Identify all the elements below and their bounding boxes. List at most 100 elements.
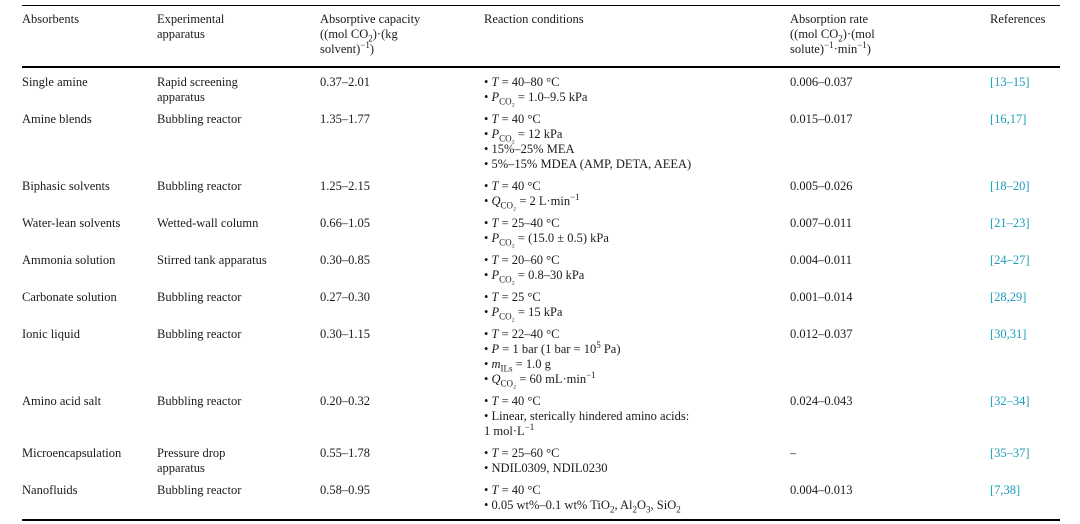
conditions-cell: T = 40–80 °CPCO₂ = 1.0–9.5 kPa [484,67,790,106]
apparatus-cell: Bubbling reactor [157,483,242,497]
col-header-experimental-apparatus: Experimental apparatus [157,5,320,68]
reference-link[interactable]: [28,29] [990,290,1027,304]
absorbent-cell: Ammonia solution [22,253,116,267]
rate-cell: 0.005–0.026 [790,179,853,193]
capacity-cell: 0.58–0.95 [320,483,370,497]
reference-link[interactable]: [30,31] [990,327,1027,341]
condition-item: T = 25–60 °C [484,446,780,461]
condition-item: NDIL0309, NDIL0230 [484,461,780,476]
absorbent-cell: Nanofluids [22,483,78,497]
reference-cell: [32–34] [990,387,1060,439]
capacity-cell: 0.55–1.78 [320,446,370,460]
reference-link[interactable]: [16,17] [990,112,1027,126]
rate-cell: 0.004–0.013 [790,483,853,497]
col-header-absorption-rate: Absorption rate ((mol CO2)·(mol solute)−… [790,5,990,68]
condition-item: PCO₂ = (15.0 ± 0.5) kPa [484,231,780,247]
table-row: Carbonate solution Bubbling reactor 0.27–0… [22,283,1060,321]
capacity-cell: 1.35–1.77 [320,112,370,126]
capacity-cell: 0.30–0.85 [320,253,370,267]
reference-link[interactable]: [24–27] [990,253,1030,267]
col-header-references: References [990,5,1060,68]
rate-cell: 0.015–0.017 [790,112,853,126]
condition-item: T = 40 °C [484,112,780,127]
condition-item: T = 22–40 °C [484,327,780,342]
conditions-cell: T = 20–60 °CPCO₂ = 0.8–30 kPa [484,246,790,284]
condition-item: Linear, sterically hindered amino acids: [484,409,780,424]
table-row: Microencapsulation Pressure drop apparatu… [22,439,1060,476]
rate-cell: 0.012–0.037 [790,327,853,341]
condition-item: T = 40 °C [484,179,780,194]
conditions-cell: T = 40 °CPCO₂ = 12 kPa15%–25% MEA5%–15% … [484,105,790,172]
apparatus-cell: Bubbling reactor [157,179,242,193]
rate-cell: 0.024–0.043 [790,394,853,408]
apparatus-cell: Pressure drop apparatus [157,446,226,475]
reference-cell: [7,38] [990,476,1060,520]
absorbent-cell: Amino acid salt [22,394,102,408]
condition-item: T = 40 °C [484,483,780,498]
reference-link[interactable]: [18–20] [990,179,1030,193]
conditions-cell: T = 40 °C0.05 wt%–0.1 wt% TiO2, Al2O3, S… [484,476,790,520]
conditions-cell: T = 25–40 °CPCO₂ = (15.0 ± 0.5) kPa [484,209,790,247]
condition-item: PCO₂ = 0.8–30 kPa [484,268,780,284]
reference-cell: [35–37] [990,439,1060,476]
absorbent-cell: Single amine [22,75,88,89]
condition-item: P = 1 bar (1 bar = 105 Pa) [484,340,780,357]
condition-item: T = 40 °C [484,394,780,409]
reference-cell: [18–20] [990,172,1060,209]
reference-cell: [21–23] [990,209,1060,246]
table-row: Ammonia solution Stirred tank apparatus 0.… [22,246,1060,284]
reference-cell: [24–27] [990,246,1060,283]
capacity-cell: 0.30–1.15 [320,327,370,341]
reference-link[interactable]: [32–34] [990,394,1030,408]
reference-link[interactable]: [7,38] [990,483,1021,497]
conditions-cell: T = 25 °CPCO₂ = 15 kPa [484,283,790,321]
table-row: Amine blends Bubbling reactor 1.35–1.77 T =… [22,105,1060,172]
capacity-cell: 0.66–1.05 [320,216,370,230]
conditions-cell: T = 40 °CLinear, sterically hindered ami… [484,387,790,439]
table-body: Single amine Rapid screening apparatus 0.3… [22,67,1060,520]
absorbent-cell: Water-lean solvents [22,216,121,230]
apparatus-cell: Rapid screening apparatus [157,75,238,104]
reference-cell: [13–15] [990,67,1060,105]
condition-item: PCO₂ = 1.0–9.5 kPa [484,90,780,106]
reference-cell: [16,17] [990,105,1060,172]
reference-cell: [28,29] [990,283,1060,320]
condition-item: T = 25 °C [484,290,780,305]
rate-cell: 0.001–0.014 [790,290,853,304]
capacity-cell: 1.25–2.15 [320,179,370,193]
conditions-cell: T = 40 °CQCO₂ = 2 L·min−1 [484,172,790,210]
reference-cell: [30,31] [990,320,1060,387]
reference-link[interactable]: [35–37] [990,446,1030,460]
rate-cell: 0.004–0.011 [790,253,853,267]
table-row: Nanofluids Bubbling reactor 0.58–0.95 T = 4… [22,476,1060,520]
condition-item: 15%–25% MEA [484,142,780,157]
col-header-reaction-conditions: Reaction conditions [484,5,790,68]
rate-cell: 0.007–0.011 [790,216,853,230]
condition-item: 5%–15% MDEA (AMP, DETA, AEEA) [484,157,780,172]
reference-link[interactable]: [13–15] [990,75,1030,89]
condition-item: T = 20–60 °C [484,253,780,268]
table-row: Biphasic solvents Bubbling reactor 1.25–2.… [22,172,1060,210]
table-row: Water-lean solvents Wetted-wall column 0.6… [22,209,1060,247]
absorbent-cell: Biphasic solvents [22,179,110,193]
condition-item: PCO₂ = 12 kPa [484,127,780,143]
capacity-cell: 0.27–0.30 [320,290,370,304]
apparatus-cell: Bubbling reactor [157,327,242,341]
condition-item: T = 25–40 °C [484,216,780,231]
condition-item: QCO₂ = 2 L·min−1 [484,192,780,210]
table-header-row: Absorbents Experimental apparatus Absorp… [22,5,1060,68]
absorbent-cell: Microencapsulation [22,446,122,460]
capacity-cell: 0.20–0.32 [320,394,370,408]
condition-item: 0.05 wt%–0.1 wt% TiO2, Al2O3, SiO2 [484,498,780,514]
condition-item: T = 40–80 °C [484,75,780,90]
absorbent-cell: Carbonate solution [22,290,117,304]
reference-link[interactable]: [21–23] [990,216,1030,230]
summary-table-container: Absorbents Experimental apparatus Absorp… [22,5,1060,521]
capacity-cell: 0.37–2.01 [320,75,370,89]
table-row: Single amine Rapid screening apparatus 0.3… [22,67,1060,106]
condition-item: 1 mol·L−1 [484,421,535,438]
apparatus-cell: Bubbling reactor [157,394,242,408]
col-header-absorptive-capacity: Absorptive capacity ((mol CO2)·(kg solve… [320,5,484,68]
condition-item: QCO₂ = 60 mL·min−1 [484,370,780,388]
condition-item: PCO₂ = 15 kPa [484,305,780,321]
